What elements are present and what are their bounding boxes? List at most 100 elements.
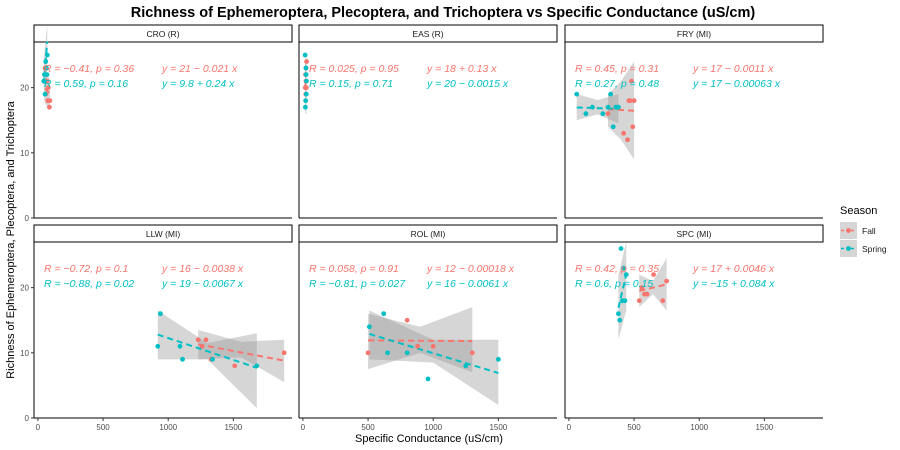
data-point-spring — [622, 298, 628, 304]
data-point-fall — [627, 98, 633, 104]
regression-line-fall — [639, 283, 667, 292]
data-point-spring — [366, 324, 372, 330]
legend-label-fall: Fall — [862, 226, 876, 236]
data-point-spring — [385, 350, 391, 356]
regression-line-spring — [576, 106, 619, 110]
data-point-spring — [304, 78, 309, 84]
equation-fall: y = 18 + 0.13 x — [426, 63, 497, 75]
data-point-fall — [45, 85, 51, 91]
stats-fall: R = −0.41, p = 0.36 — [44, 63, 134, 75]
x-tick-label: 1500 — [489, 423, 507, 432]
equation-spring: y = 17 − 0.00063 x — [692, 78, 781, 90]
equation-spring: y = 16 − 0.0061 x — [426, 278, 509, 290]
strip-cro — [33, 24, 293, 43]
data-point-spring — [41, 78, 47, 84]
legend: Season Fall Spring — [840, 205, 887, 257]
equation-fall: y = 21 − 0.021 x — [161, 63, 238, 75]
data-point-spring — [618, 246, 624, 251]
facet-panels: CRO (R) 0 10 20 R = −0.41, p = 0.36 R = 0.59,… — [20, 22, 824, 432]
regression-line-spring — [157, 333, 258, 369]
data-point-fall — [195, 337, 201, 343]
strip-spc — [564, 224, 824, 243]
y-axis-label: Richness of Ephemeroptera, Plecoptera, a… — [5, 100, 17, 378]
strip-fry — [564, 24, 824, 43]
data-point-fall — [639, 285, 645, 291]
confidence-band-fall — [198, 330, 285, 383]
equation-fall: y = 12 − 0.00018 x — [426, 263, 515, 275]
data-point-fall — [660, 298, 666, 304]
x-tick-label: 0 — [36, 423, 41, 432]
strip-label: LLW (MI) — [146, 229, 180, 239]
strip-rol — [298, 224, 558, 243]
stats-spring: R = −0.81, p = 0.027 — [309, 278, 406, 290]
data-point-fall — [404, 317, 410, 323]
data-point-spring — [42, 91, 48, 97]
equation-fall: y = 17 + 0.0046 x — [692, 263, 775, 275]
stats-spring: R = −0.88, p = 0.02 — [44, 278, 134, 290]
data-point-fall — [644, 291, 650, 297]
data-point-spring — [617, 317, 623, 323]
y-tick-label: 10 — [20, 149, 29, 158]
data-point-spring — [589, 104, 595, 110]
data-point-spring — [44, 72, 50, 77]
y-tick-label: 0 — [25, 414, 30, 423]
data-point-spring — [44, 52, 50, 58]
data-point-spring — [43, 65, 49, 71]
strip-label: FRY (MI) — [677, 29, 711, 39]
data-point-spring — [623, 272, 629, 277]
strip-label: CRO (R) — [146, 29, 179, 39]
data-point-fall — [469, 350, 475, 356]
stats-spring: R = 0.6, p = 0.15 — [575, 278, 653, 290]
x-tick-label: 500 — [361, 423, 375, 432]
data-point-fall — [199, 343, 205, 349]
x-tick-label: 1500 — [224, 423, 242, 432]
data-point-fall — [629, 78, 634, 84]
panel-eas: EAS (R) R = 0.025, p = 0.95 R = 0.15, p = … — [298, 24, 558, 219]
panel-cro: CRO (R) 0 10 20 R = −0.41, p = 0.36 R = 0.59,… — [20, 22, 293, 223]
panel-spc: SPC (MI) 0 500 1000 1500 R = 0.42, p = 0.35 R … — [564, 224, 824, 432]
data-point-spring — [605, 104, 611, 110]
data-point-spring — [302, 104, 308, 110]
data-point-fall — [303, 85, 309, 91]
stats-fall: R = 0.058, p = 0.91 — [309, 263, 399, 275]
legend-title: Season — [840, 205, 877, 217]
data-point-fall — [47, 98, 53, 104]
data-point-fall — [631, 98, 637, 104]
x-tick-label: 500 — [627, 423, 641, 432]
equation-spring: y = −15 + 0.084 x — [692, 278, 775, 290]
panel-rol: ROL (MI) 0 500 1000 1500 R = 0.058, p = 0.91 R… — [298, 224, 558, 432]
data-point-fall — [46, 104, 52, 110]
regression-line-fall — [44, 87, 51, 95]
confidence-band-spring — [369, 310, 499, 405]
panel-fry: FRY (MI) R = 0.45, p = 0.31 R = 0.27, p = … — [564, 24, 824, 219]
data-point-fall — [664, 278, 670, 284]
confidence-band-spring — [157, 310, 257, 409]
x-tick-label: 1500 — [755, 423, 773, 432]
y-tick-label: 20 — [20, 284, 29, 293]
confidence-band-fall — [639, 258, 667, 311]
data-point-fall — [203, 337, 209, 343]
legend-items: Fall Spring — [840, 222, 887, 257]
data-point-spring — [621, 265, 627, 271]
data-point-spring — [616, 104, 621, 110]
legend-point-spring — [846, 246, 851, 251]
data-point-fall — [621, 130, 627, 136]
data-point-fall — [365, 350, 371, 356]
data-point-spring — [425, 376, 431, 382]
data-point-spring — [43, 59, 49, 64]
y-tick-label: 0 — [25, 214, 30, 223]
data-point-spring — [616, 311, 621, 317]
legend-label-spring: Spring — [862, 244, 887, 254]
data-point-fall — [651, 272, 657, 277]
regression-line-spring — [369, 332, 499, 374]
data-point-spring — [583, 111, 589, 117]
regression-line-fall — [368, 339, 473, 343]
data-point-spring — [303, 91, 309, 97]
stats-spring: R = 0.15, p = 0.71 — [309, 78, 393, 90]
confidence-band-spring — [618, 242, 627, 340]
legend-point-fall — [846, 228, 851, 233]
x-axis-label: Specific Conductance (uS/cm) — [355, 433, 503, 445]
data-point-fall — [281, 350, 287, 356]
data-point-spring — [381, 311, 387, 317]
data-point-fall — [415, 343, 420, 349]
